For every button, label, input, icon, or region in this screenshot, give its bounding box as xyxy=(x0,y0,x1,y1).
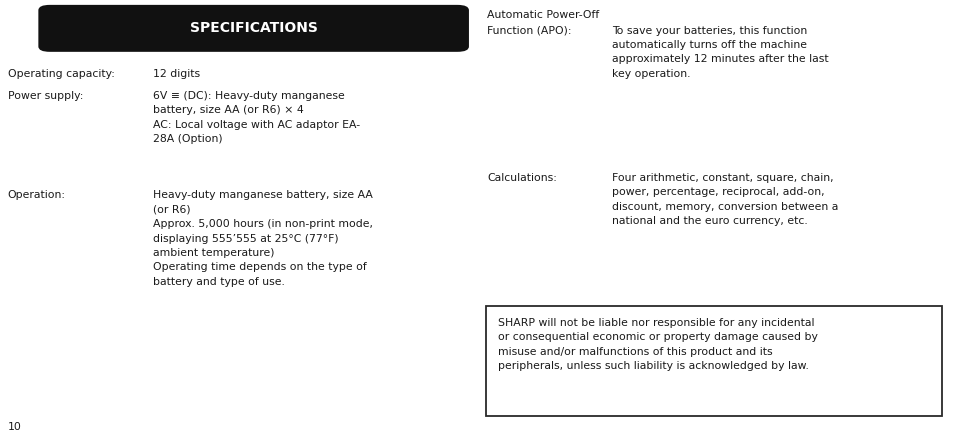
Text: Power supply:: Power supply: xyxy=(8,91,83,101)
Text: To save your batteries, this function
automatically turns off the machine
approx: To save your batteries, this function au… xyxy=(612,26,829,79)
Text: Operation:: Operation: xyxy=(8,190,65,201)
FancyBboxPatch shape xyxy=(38,5,469,52)
Text: Function (APO):: Function (APO): xyxy=(487,26,572,36)
Text: SPECIFICATIONS: SPECIFICATIONS xyxy=(190,21,317,35)
Bar xyxy=(486,306,942,416)
Text: Calculations:: Calculations: xyxy=(487,173,557,183)
Text: SHARP will not be liable nor responsible for any incidental
or consequential eco: SHARP will not be liable nor responsible… xyxy=(498,318,818,371)
Text: 12 digits: 12 digits xyxy=(153,69,200,79)
Text: Heavy-duty manganese battery, size AA
(or R6)
Approx. 5,000 hours (in non-print : Heavy-duty manganese battery, size AA (o… xyxy=(153,190,373,287)
Text: Four arithmetic, constant, square, chain,
power, percentage, reciprocal, add-on,: Four arithmetic, constant, square, chain… xyxy=(612,173,838,226)
Text: Operating capacity:: Operating capacity: xyxy=(8,69,114,79)
Text: Automatic Power-Off: Automatic Power-Off xyxy=(487,10,599,20)
Text: 6V ≡ (DC): Heavy-duty manganese
battery, size AA (or R6) × 4
AC: Local voltage w: 6V ≡ (DC): Heavy-duty manganese battery,… xyxy=(153,91,361,144)
Text: 10: 10 xyxy=(8,422,21,432)
